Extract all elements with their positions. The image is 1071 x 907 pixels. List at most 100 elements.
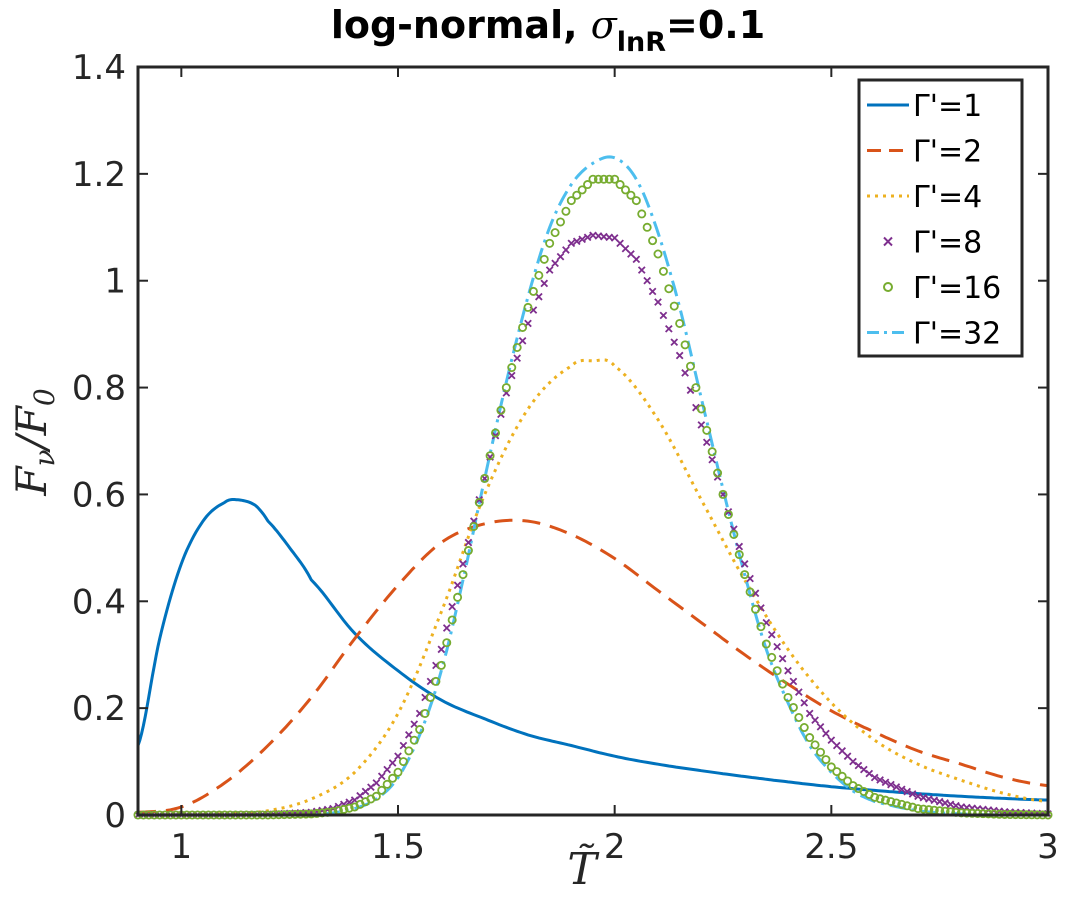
data-point: [919, 793, 928, 802]
data-point: [876, 776, 884, 784]
data-point: [501, 383, 511, 393]
chart-title: log-normal, σlnR=0.1: [331, 3, 765, 58]
axes: [136, 65, 1050, 817]
series-layer: [133, 155, 1053, 820]
data-point: [891, 798, 901, 808]
data-point: [616, 239, 624, 248]
data-point: [540, 279, 549, 288]
x-tick-label: 1: [171, 827, 193, 867]
y-tick-label: 0.2: [72, 689, 126, 729]
data-point: [908, 802, 918, 812]
data-point: [632, 255, 641, 264]
data-point: [648, 287, 657, 296]
data-point: [669, 301, 679, 311]
data-point: [952, 801, 960, 810]
data-point: [545, 266, 554, 274]
data-point: [490, 428, 500, 438]
legend-label: Γ'=2: [913, 135, 982, 170]
data-point: [659, 311, 668, 320]
data-point: [903, 787, 912, 796]
data-point: [556, 217, 566, 227]
data-point: [436, 660, 446, 670]
legend-box: [857, 78, 1024, 358]
legend-label: Γ'=32: [913, 317, 1001, 352]
data-point: [924, 795, 933, 803]
data-point: [442, 638, 452, 648]
data-point: [751, 604, 761, 614]
data-point: [935, 797, 944, 806]
data-point: [388, 759, 397, 767]
data-point: [507, 371, 516, 380]
data-point: [474, 497, 484, 507]
y-label-slash: /F: [7, 404, 56, 453]
x-axis-label: T̃: [567, 842, 600, 895]
data-point: [383, 765, 392, 774]
data-point: [788, 702, 798, 712]
data-point: [415, 725, 425, 735]
data-point: [962, 808, 972, 818]
data-point: [881, 795, 891, 805]
data-point: [339, 804, 349, 814]
data-point: [420, 708, 430, 718]
data-point: [512, 342, 522, 352]
legend-item: Γ'=2: [867, 135, 982, 170]
y-label-sub1: ν: [28, 449, 61, 466]
data-point: [946, 800, 955, 809]
data-point: [453, 581, 462, 590]
data-point: [382, 779, 392, 789]
data-point: [583, 233, 592, 242]
data-point: [767, 630, 776, 639]
data-point: [643, 276, 652, 285]
data-point: [718, 489, 728, 499]
data-point: [664, 324, 673, 333]
legend-item: Γ'=16: [883, 271, 1001, 306]
x-tick-label: 3: [1037, 827, 1059, 867]
legend-item: Γ'=1: [867, 89, 982, 124]
data-point: [794, 712, 804, 722]
data-point: [404, 746, 414, 756]
data-point: [826, 762, 836, 772]
data-point: [713, 468, 723, 478]
data-point: [448, 602, 457, 611]
data-point: [670, 338, 679, 346]
data-point: [832, 767, 842, 777]
legend-marker: [883, 282, 893, 292]
x-tick-label: 2: [604, 827, 626, 867]
y-tick-label: 0.8: [72, 369, 126, 409]
chart-title-main: log-normal,: [331, 3, 591, 47]
data-point: [772, 666, 782, 676]
data-point: [394, 752, 402, 761]
data-point: [491, 431, 500, 440]
data-point: [453, 592, 463, 602]
data-point: [745, 587, 755, 597]
data-point: [675, 318, 685, 328]
data-point: [371, 791, 381, 801]
axes-box: [136, 65, 1050, 817]
data-point: [849, 757, 857, 766]
data-point: [816, 723, 825, 731]
data-point: [865, 769, 874, 778]
data-point: [572, 190, 582, 200]
data-point: [740, 570, 750, 580]
data-point: [702, 425, 712, 435]
data-point: [578, 235, 587, 244]
data-point: [708, 455, 717, 464]
data-point: [843, 752, 852, 761]
data-point: [827, 736, 836, 745]
data-point: [567, 239, 576, 248]
data-point: [550, 228, 560, 238]
y-tick-label: 0.4: [72, 582, 126, 622]
data-point: [621, 185, 631, 195]
data-point: [800, 698, 809, 707]
data-point: [496, 405, 506, 415]
data-point: [870, 773, 879, 782]
data-point: [654, 298, 662, 306]
data-point: [973, 808, 983, 818]
data-point: [724, 507, 733, 516]
data-point: [729, 530, 739, 540]
chart-title-sigma: σ: [591, 3, 618, 47]
data-point: [794, 688, 803, 696]
data-point: [913, 804, 923, 814]
data-point: [425, 692, 435, 702]
data-point: [897, 785, 906, 794]
